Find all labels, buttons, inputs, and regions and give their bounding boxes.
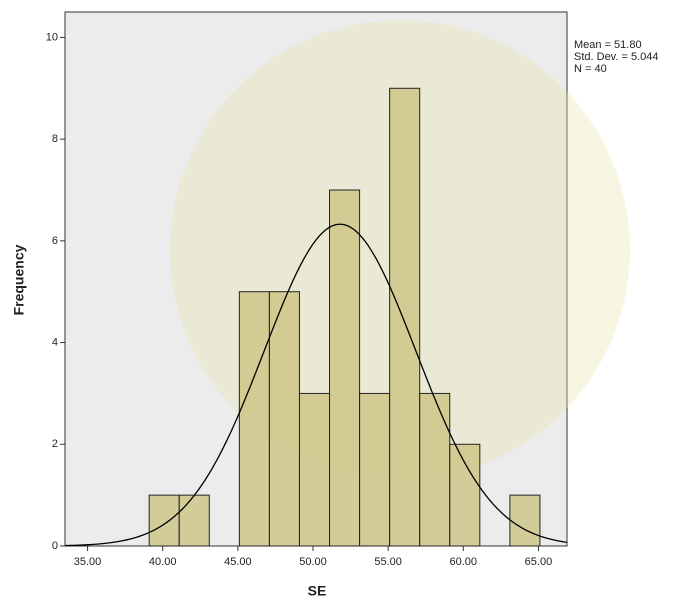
- y-tick-label: 10: [46, 31, 58, 43]
- histogram-bar: [510, 495, 540, 546]
- x-tick-label: 65.00: [525, 556, 553, 568]
- stats-label: N = 40: [574, 63, 607, 75]
- y-tick-label: 6: [52, 235, 58, 247]
- y-axis-title: Frequency: [11, 244, 27, 315]
- x-axis-title: SE: [308, 583, 327, 599]
- histogram-bar: [239, 292, 269, 546]
- histogram-bar: [179, 495, 209, 546]
- histogram-bar: [149, 495, 179, 546]
- x-tick-label: 45.00: [224, 556, 252, 568]
- y-tick-label: 0: [52, 540, 58, 552]
- histogram-bar: [360, 393, 390, 546]
- x-tick-label: 60.00: [450, 556, 478, 568]
- y-tick-label: 4: [52, 336, 58, 348]
- y-tick-label: 8: [52, 133, 58, 145]
- chart: SE Frequency 0 2 4 6 8 10 35.00 40.00 45.00 50.00…: [0, 0, 679, 606]
- histogram-bar: [269, 292, 299, 546]
- histogram-bar: [450, 444, 480, 546]
- stats-label: Mean = 51.80: [574, 39, 642, 51]
- y-tick-label: 2: [52, 438, 58, 450]
- stats-label: Std. Dev. = 5.044: [574, 51, 659, 63]
- page: SE Frequency 0 2 4 6 8 10 35.00 40.00 45.00 50.00…: [0, 0, 679, 606]
- x-tick-label: 55.00: [374, 556, 402, 568]
- histogram-bar: [420, 393, 450, 546]
- x-tick-label: 40.00: [149, 556, 177, 568]
- x-tick-label: 35.00: [74, 556, 102, 568]
- histogram-bar: [390, 88, 420, 546]
- histogram-bar: [330, 190, 360, 546]
- histogram-bar: [299, 393, 329, 546]
- x-tick-label: 50.00: [299, 556, 327, 568]
